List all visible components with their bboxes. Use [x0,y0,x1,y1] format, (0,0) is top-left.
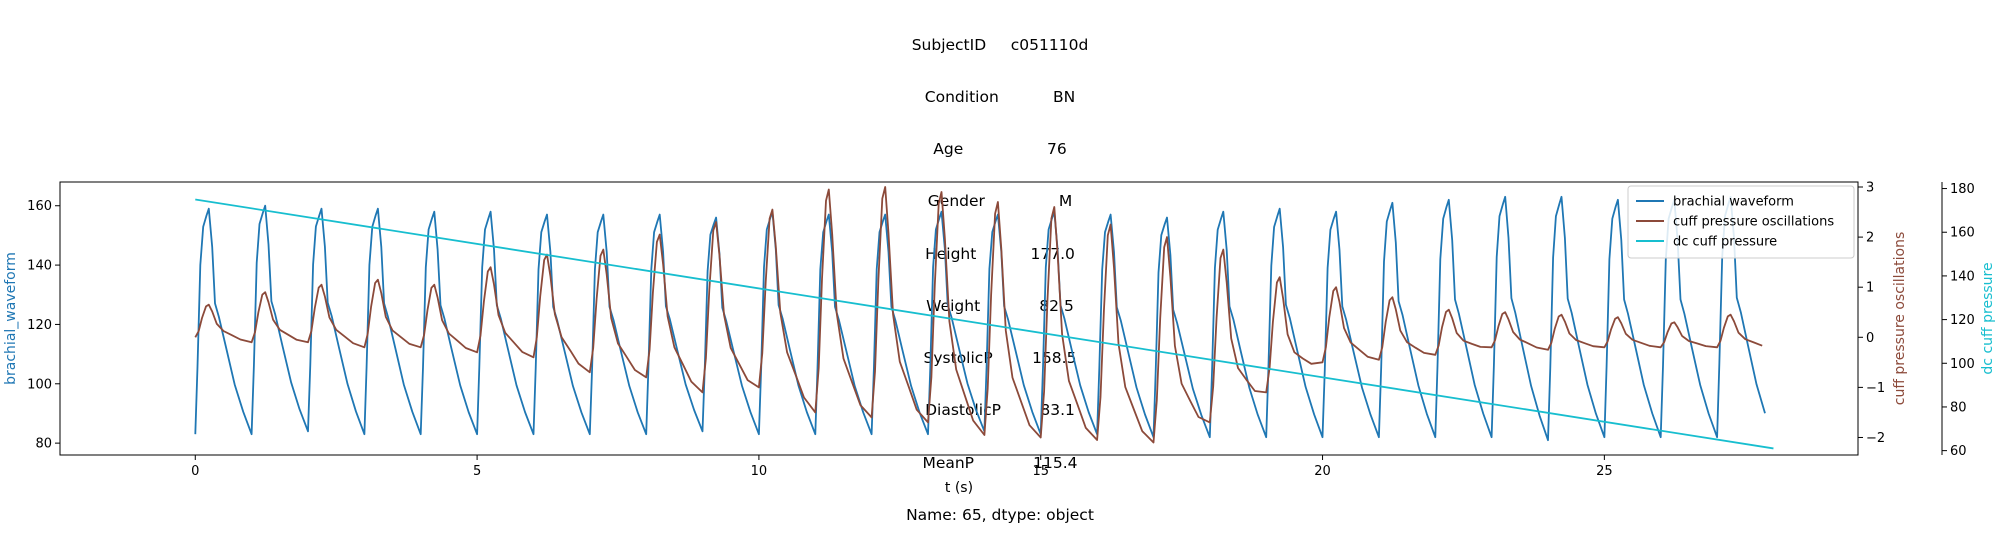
legend-box [1627,185,1855,259]
y-right1-tick-label: −1 [1866,381,1885,396]
title-line: Age 76 [933,140,1067,159]
title-line: MeanP 115.4 [922,453,1078,472]
y-right2-axis-label: dc cuff pressure [1980,262,1996,374]
title-line: DiastolicP 83.1 [925,401,1075,420]
y-left-tick-label: 120 [27,318,52,333]
y-right1-tick-label: −2 [1866,431,1885,446]
y-left-tick-label: 140 [27,259,52,274]
title-line: Condition BN [924,88,1076,107]
legend-label: dc cuff pressure [1673,235,1777,250]
x-axis-label: t (s) [945,480,973,496]
y-right2-tick-label: 120 [1950,313,1975,328]
title-line: Name: 65, dtype: object [906,505,1094,524]
y-left-tick-label: 160 [27,199,52,214]
x-tick-label: 5 [473,464,481,479]
y-right1-tick-label: 1 [1866,281,1874,296]
title-line: SubjectID c051110d [911,35,1089,54]
y-right2-tick-label: 100 [1950,357,1975,372]
legend-label: brachial waveform [1673,195,1794,210]
x-tick-label: 0 [191,464,199,479]
y-right2-tick-label: 180 [1950,182,1975,197]
x-tick-label: 10 [751,464,768,479]
title-line: Height 177.0 [925,244,1075,263]
series-line-brachial-waveform [194,195,1766,442]
x-tick-label: 25 [1596,464,1613,479]
y-right1-tick-label: 2 [1866,231,1874,246]
x-tick-label: 20 [1314,464,1331,479]
y-left-tick-label: 80 [35,437,52,452]
y-right2-tick-label: 140 [1950,269,1975,284]
y-right2-tick-label: 60 [1950,444,1967,459]
y-right1-tick-label: 0 [1866,331,1874,346]
y-right2-tick-label: 80 [1950,400,1967,415]
plot-frame [59,181,1859,456]
series-line-cuff-pressure-oscillations [194,186,1763,444]
legend: brachial waveform cuff pressure oscillati… [1627,185,1855,259]
y-right1-axis-label: cuff pressure oscillations [1892,232,1908,406]
series-line-dc-cuff-pressure [195,198,1774,450]
y-right1-tick-label: 3 [1866,181,1874,196]
chart-canvas: 0 5 10 15 20 25t (s)80100120140160brachial_wa… [3,181,1996,496]
y-left-axis-label: brachial_waveform [3,252,19,385]
y-left-tick-label: 100 [27,377,52,392]
x-tick-label: 15 [1032,464,1049,479]
y-right2-tick-label: 160 [1950,226,1975,241]
legend-label: cuff pressure oscillations [1673,215,1834,230]
